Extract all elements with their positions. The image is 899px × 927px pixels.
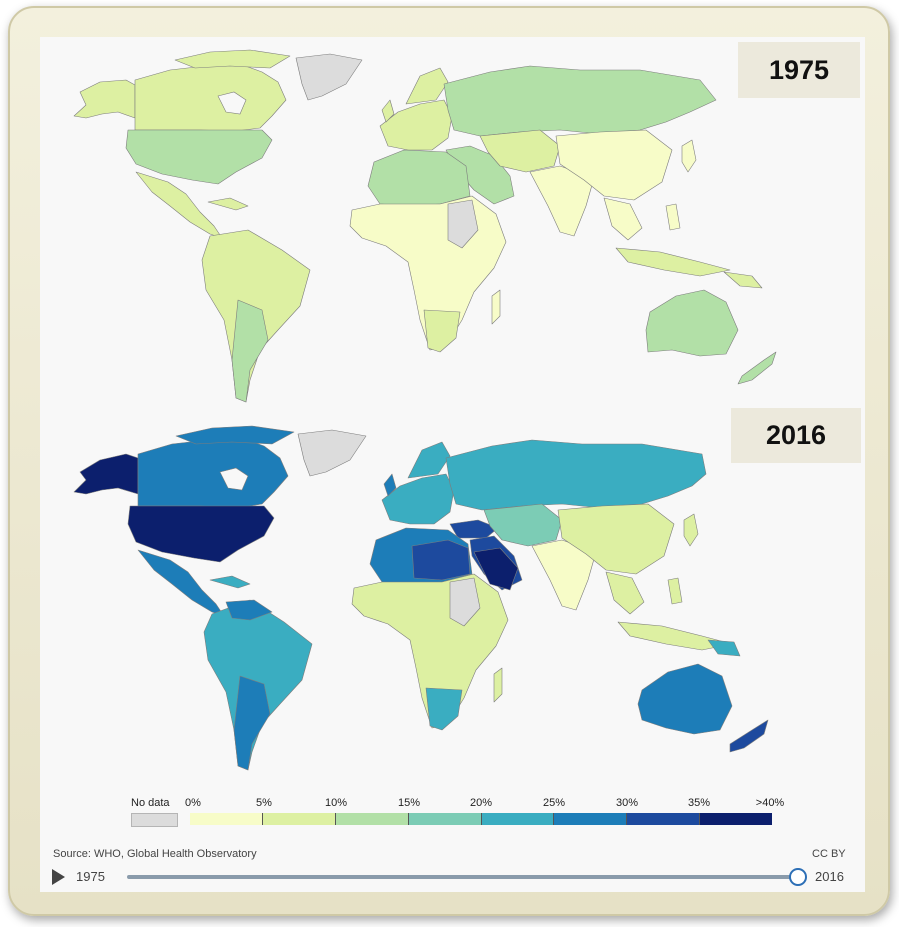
region-usa[interactable] bbox=[125, 129, 273, 185]
map-1975 bbox=[73, 49, 777, 403]
region-greenland[interactable] bbox=[295, 53, 363, 101]
region-europe[interactable] bbox=[379, 99, 453, 151]
region-canada[interactable] bbox=[134, 63, 287, 132]
legend-bin-0[interactable] bbox=[190, 813, 263, 825]
legend-tick: >40% bbox=[755, 797, 785, 809]
year-label-1975: 1975 bbox=[738, 42, 860, 98]
region-argentina[interactable] bbox=[231, 299, 269, 403]
legend-tick: 15% bbox=[397, 797, 421, 809]
source-note: Source: WHO, Global Health Observatory bbox=[53, 848, 257, 860]
region-russia[interactable] bbox=[445, 439, 707, 511]
license-link[interactable]: CC BY bbox=[812, 848, 846, 860]
region-indonesia[interactable] bbox=[615, 247, 731, 277]
region-turkey[interactable] bbox=[449, 519, 499, 539]
region-sudan[interactable] bbox=[447, 199, 479, 249]
region-new-zealand[interactable] bbox=[737, 351, 777, 385]
legend-bin-3[interactable] bbox=[408, 813, 482, 825]
map-2016 bbox=[73, 425, 769, 771]
region-madagascar[interactable] bbox=[493, 667, 503, 703]
region-egypt-libya[interactable] bbox=[411, 539, 471, 581]
region-uk[interactable] bbox=[381, 99, 395, 123]
region-scandinavia[interactable] bbox=[407, 441, 451, 479]
region-arctic-islands[interactable] bbox=[175, 425, 295, 445]
legend-tick: 30% bbox=[615, 797, 639, 809]
year-label-2016: 2016 bbox=[731, 408, 861, 463]
region-china[interactable] bbox=[557, 503, 675, 575]
region-southern-africa[interactable] bbox=[425, 687, 463, 731]
legend-tick: 25% bbox=[542, 797, 566, 809]
legend-bin-2[interactable] bbox=[335, 813, 409, 825]
timeline-end-year: 2016 bbox=[815, 869, 844, 884]
region-central-asia[interactable] bbox=[479, 129, 561, 173]
region-australia[interactable] bbox=[637, 663, 733, 735]
region-png[interactable] bbox=[707, 639, 741, 657]
region-philippines[interactable] bbox=[667, 577, 683, 605]
legend-tick: 5% bbox=[256, 797, 272, 809]
legend-bin-6[interactable] bbox=[627, 813, 701, 825]
region-sudan[interactable] bbox=[449, 577, 481, 627]
play-icon[interactable] bbox=[52, 869, 65, 885]
region-southeast-asia[interactable] bbox=[605, 571, 645, 615]
region-png[interactable] bbox=[723, 271, 763, 289]
timeline-slider-track[interactable] bbox=[127, 875, 797, 879]
region-southern-africa[interactable] bbox=[423, 309, 461, 353]
region-central-asia[interactable] bbox=[483, 503, 563, 547]
legend-bin-4[interactable] bbox=[481, 813, 555, 825]
timeline-slider-handle[interactable] bbox=[789, 868, 807, 886]
legend-bin-1[interactable] bbox=[262, 813, 336, 825]
legend-color-bar bbox=[190, 813, 772, 825]
region-north-africa[interactable] bbox=[367, 149, 471, 207]
region-arctic-islands[interactable] bbox=[174, 49, 291, 69]
region-japan[interactable] bbox=[681, 139, 697, 173]
region-venezuela[interactable] bbox=[225, 599, 273, 621]
region-scandinavia[interactable] bbox=[405, 67, 449, 105]
legend-bin-5[interactable] bbox=[554, 813, 628, 825]
legend-no-data-swatch[interactable] bbox=[131, 813, 178, 827]
region-madagascar[interactable] bbox=[491, 289, 501, 325]
legend-tick: 10% bbox=[324, 797, 348, 809]
region-caribbean[interactable] bbox=[209, 575, 251, 589]
region-philippines[interactable] bbox=[665, 203, 681, 231]
legend-bin-7[interactable] bbox=[700, 813, 772, 825]
region-canada[interactable] bbox=[137, 437, 289, 509]
region-usa[interactable] bbox=[127, 505, 275, 563]
legend-tick: 0% bbox=[185, 797, 201, 809]
region-europe[interactable] bbox=[381, 473, 455, 525]
region-hudson-bay bbox=[217, 91, 247, 115]
region-caribbean[interactable] bbox=[207, 197, 249, 211]
region-australia[interactable] bbox=[645, 289, 739, 357]
region-new-zealand[interactable] bbox=[729, 719, 769, 753]
region-japan[interactable] bbox=[683, 513, 699, 547]
region-uk[interactable] bbox=[383, 473, 397, 497]
region-saudi-arabia[interactable] bbox=[473, 547, 519, 591]
timeline-start-year: 1975 bbox=[76, 869, 105, 884]
legend-no-data-label: No data bbox=[131, 797, 170, 809]
region-russia[interactable] bbox=[443, 65, 717, 137]
legend-tick: 20% bbox=[469, 797, 493, 809]
legend-tick: 35% bbox=[687, 797, 711, 809]
region-hudson-bay bbox=[219, 467, 249, 491]
region-argentina[interactable] bbox=[233, 675, 271, 771]
region-china[interactable] bbox=[555, 129, 673, 201]
region-southeast-asia[interactable] bbox=[603, 197, 643, 241]
region-greenland[interactable] bbox=[297, 429, 367, 477]
region-alaska[interactable] bbox=[73, 79, 136, 119]
region-alaska[interactable] bbox=[73, 453, 139, 495]
